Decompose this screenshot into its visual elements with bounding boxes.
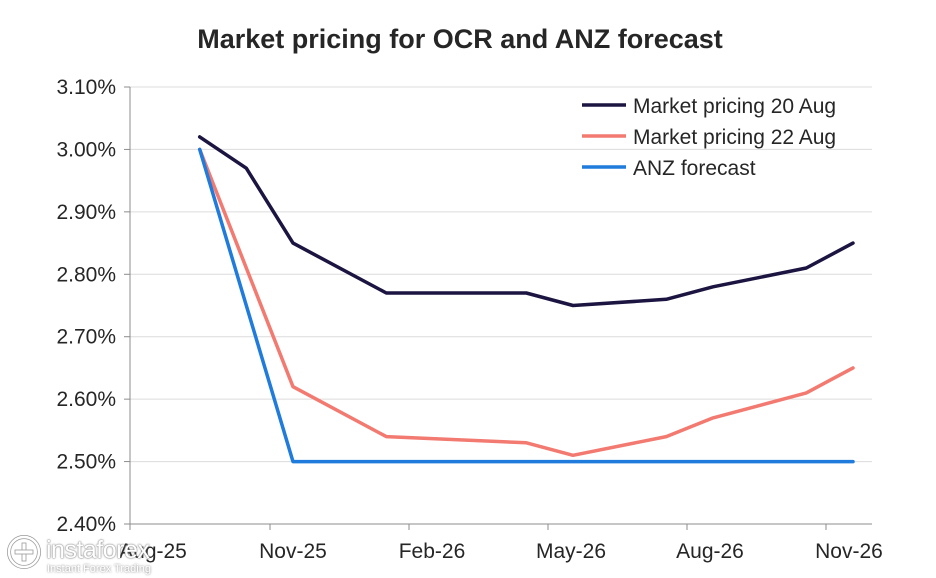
watermark: instaforex Instant Forex Trading bbox=[6, 532, 206, 578]
y-tick-label: 2.80% bbox=[56, 263, 116, 286]
series-line bbox=[197, 147, 855, 464]
y-tick-label: 2.40% bbox=[56, 513, 116, 536]
y-tick-label: 3.10% bbox=[56, 76, 116, 99]
y-tick-label: 2.90% bbox=[56, 201, 116, 224]
legend: Market pricing 20 Aug Market pricing 22 A… bbox=[582, 95, 836, 180]
y-tick-label: 3.00% bbox=[56, 138, 116, 161]
legend-label: ANZ forecast bbox=[633, 157, 756, 180]
legend-label: Market pricing 22 Aug bbox=[633, 126, 836, 149]
gridlines bbox=[124, 86, 872, 525]
watermark-name: instaforex bbox=[46, 536, 150, 564]
chart-title: Market pricing for OCR and ANZ forecast bbox=[197, 24, 723, 54]
axes bbox=[129, 87, 872, 525]
y-tick-label: 2.60% bbox=[56, 388, 116, 411]
series-line bbox=[197, 135, 855, 308]
series-lines bbox=[197, 135, 855, 464]
x-tick-label: May-26 bbox=[536, 540, 606, 563]
x-tick-label: Aug-26 bbox=[676, 540, 744, 563]
x-tick-label: Aug-25 bbox=[119, 540, 187, 563]
x-tick-label: Nov-25 bbox=[259, 540, 327, 563]
x-tick-label: Nov-26 bbox=[815, 540, 883, 563]
y-axis-ticks: 2.40% 2.50% 2.60% 2.70% 2.80% 2.90% 3.00% 3.10% bbox=[56, 76, 116, 536]
instaforex-logo-icon bbox=[7, 535, 41, 569]
x-axis-ticks: Aug-25 Nov-25 Feb-26 May-26 Aug-26 Nov-26 bbox=[119, 524, 883, 563]
watermark-tagline: Instant Forex Trading bbox=[47, 563, 151, 575]
series-line bbox=[197, 147, 855, 458]
legend-label: Market pricing 20 Aug bbox=[633, 95, 836, 118]
y-tick-label: 2.70% bbox=[56, 326, 116, 349]
y-tick-label: 2.50% bbox=[56, 451, 116, 474]
x-tick-label: Feb-26 bbox=[399, 540, 466, 563]
